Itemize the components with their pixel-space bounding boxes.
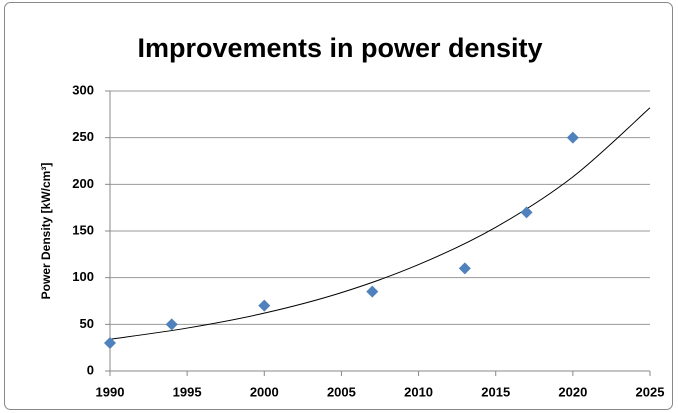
x-tick-label: 2010 (404, 384, 433, 399)
marker (566, 131, 579, 144)
y-tick-label: 250 (72, 129, 94, 144)
marker (458, 262, 471, 275)
y-tick-label: 50 (80, 316, 94, 331)
x-tick-label: 2005 (327, 384, 356, 399)
x-tick-label: 2020 (558, 384, 587, 399)
y-axis-label: Power Density [kW/cm³] (39, 163, 53, 300)
y-tick-label: 100 (72, 269, 94, 284)
marker (258, 299, 271, 312)
marker (366, 285, 379, 298)
x-tick-label: 2000 (250, 384, 279, 399)
y-tick-label: 300 (72, 82, 94, 97)
y-tick-label: 0 (87, 362, 94, 377)
marker (104, 337, 116, 349)
x-tick-label: 1990 (96, 384, 125, 399)
x-tick-label: 1995 (173, 384, 202, 399)
y-tick-label: 150 (72, 222, 94, 237)
y-tick-label: 200 (72, 176, 94, 191)
marker (520, 206, 533, 219)
chart-border (4, 2, 673, 410)
trendline (109, 107, 651, 340)
x-tick-label: 2025 (636, 384, 665, 399)
x-tick-label: 2015 (481, 384, 510, 399)
marker (165, 318, 178, 331)
chart-title: Improvements in power density (137, 33, 542, 63)
